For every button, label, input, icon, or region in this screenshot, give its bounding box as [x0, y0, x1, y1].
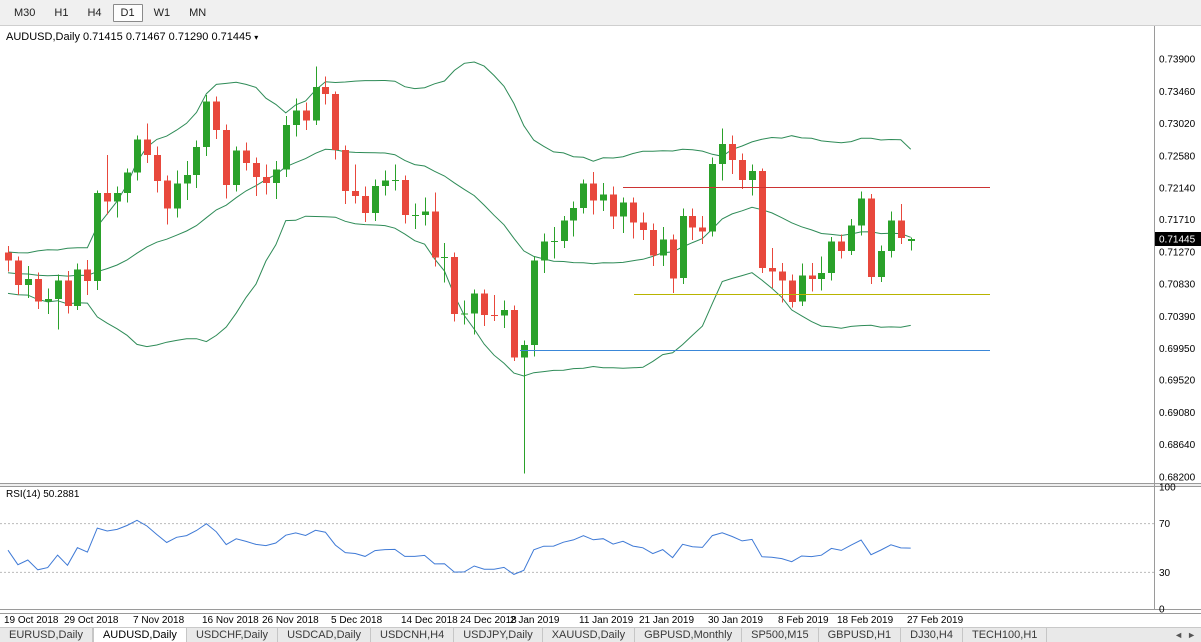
- chart-tab-tech100-h1[interactable]: TECH100,H1: [963, 628, 1048, 642]
- price-axis-label: 0.72580: [1159, 151, 1196, 162]
- date-axis-label: 26 Nov 2018: [262, 615, 319, 626]
- chart-tab-usdcad-daily[interactable]: USDCAD,Daily: [278, 628, 372, 642]
- trendlines-layer: [520, 186, 990, 352]
- chart-canvas[interactable]: 0.73900 0.73460 0.73020 0.72580 0.72140 0.717…: [0, 26, 1201, 614]
- price-axis-label: 0.73020: [1159, 119, 1196, 130]
- symbol-ohlc-text: AUDUSD,Daily 0.71415 0.71467 0.71290 0.7…: [6, 31, 252, 43]
- price-axis-label: 0.69080: [1159, 408, 1196, 419]
- bollinger-lower-line: [7, 215, 911, 377]
- chart-tab-eurusd-daily[interactable]: EURUSD,Daily: [0, 628, 93, 642]
- chart-tab-usdjpy-daily[interactable]: USDJPY,Daily: [454, 628, 543, 642]
- date-axis-label: 14 Dec 2018: [401, 615, 458, 626]
- price-axis-label: 0.69520: [1159, 376, 1196, 387]
- tab-scrollers: ◄ ►: [1169, 628, 1201, 642]
- candles-layer: [5, 66, 915, 474]
- chart-tab-dj30-h4[interactable]: DJ30,H4: [901, 628, 963, 642]
- rsi-axis-label: 0: [1159, 605, 1165, 615]
- rsi-axis-label: 70: [1159, 519, 1171, 530]
- dropdown-arrow-icon: ▾: [254, 33, 259, 42]
- bollinger-bands-layer: [7, 61, 912, 377]
- date-axis-label: 8 Feb 2019: [778, 615, 829, 626]
- rsi-axis-label: 100: [1159, 483, 1176, 494]
- chart-tab-gbpusd-h1[interactable]: GBPUSD,H1: [819, 628, 902, 642]
- chart-area[interactable]: 0.73900 0.73460 0.73020 0.72580 0.72140 0.717…: [0, 26, 1201, 614]
- date-axis-label: 16 Nov 2018: [202, 615, 259, 626]
- date-axis-label: 30 Jan 2019: [708, 615, 764, 626]
- bollinger-upper-line: [7, 61, 912, 254]
- tabs-scroll-right-icon[interactable]: ►: [1187, 630, 1196, 640]
- price-axis-label: 0.68640: [1159, 440, 1196, 451]
- date-axis[interactable]: 19 Oct 2018 29 Oct 2018 7 Nov 2018 16 Nov 2…: [0, 614, 1201, 628]
- price-axis-label: 0.73900: [1159, 55, 1196, 66]
- date-axis-label: 29 Oct 2018: [64, 615, 119, 626]
- timeframe-button-d1[interactable]: D1: [112, 3, 143, 22]
- timeframe-button-m30[interactable]: M30: [14, 6, 36, 19]
- price-axis-label: 0.73460: [1159, 87, 1196, 98]
- date-axis-label: 7 Nov 2018: [133, 615, 185, 626]
- tabs-scroll-left-icon[interactable]: ◄: [1174, 630, 1184, 640]
- date-axis-label: 19 Oct 2018: [4, 615, 59, 626]
- price-axis-label: 0.70390: [1159, 312, 1196, 323]
- price-axis-label: 0.71270: [1159, 247, 1196, 258]
- timeframe-button-mn[interactable]: MN: [189, 6, 207, 19]
- chart-tab-usdchf-daily[interactable]: USDCHF,Daily: [187, 628, 279, 642]
- chart-tab-audusd-daily[interactable]: AUDUSD,Daily: [92, 628, 187, 642]
- price-axis[interactable]: 0.73900 0.73460 0.73020 0.72580 0.72140 0.717…: [1154, 26, 1196, 615]
- rsi-indicator-label: RSI(14) 50.2881: [6, 489, 80, 500]
- rsi-line: [7, 519, 911, 575]
- chart-tab-usdcnh-h4[interactable]: USDCNH,H4: [371, 628, 455, 642]
- rsi-pane: [0, 519, 1154, 575]
- price-axis-label: 0.71710: [1159, 215, 1196, 226]
- timeframe-button-h4[interactable]: H4: [87, 6, 102, 19]
- price-axis-label: 0.72140: [1159, 184, 1196, 195]
- chart-tab-sp500-m15[interactable]: SP500,M15: [742, 628, 819, 642]
- date-axis-label: 27 Feb 2019: [907, 615, 964, 626]
- date-axis-label: 24 Dec 2018: [460, 615, 517, 626]
- date-axis-label: 11 Jan 2019: [579, 615, 634, 626]
- date-axis-label: 21 Jan 2019: [639, 615, 695, 626]
- chart-tab-xauusd-daily[interactable]: XAUUSD,Daily: [543, 628, 636, 642]
- timeframe-button-w1[interactable]: W1: [153, 6, 171, 19]
- date-axis-label: 2 Jan 2019: [510, 615, 560, 626]
- timeframe-toolbar: M30 H1 H4 D1 W1 MN: [0, 0, 1201, 26]
- rsi-axis-label: 30: [1159, 568, 1171, 579]
- date-axis-label: 18 Feb 2019: [837, 615, 894, 626]
- price-axis-label: 0.68200: [1159, 473, 1196, 484]
- price-axis-label: 0.69950: [1159, 344, 1196, 355]
- bollinger-middle-line: [7, 148, 911, 277]
- current-price-badge: 0.71445: [1155, 232, 1201, 246]
- chart-tab-gbpusd-monthly[interactable]: GBPUSD,Monthly: [635, 628, 743, 642]
- date-axis-label: 5 Dec 2018: [331, 615, 383, 626]
- timeframe-button-h1[interactable]: H1: [54, 6, 69, 19]
- symbol-ohlc-label: AUDUSD,Daily 0.71415 0.71467 0.71290 0.7…: [6, 31, 258, 43]
- current-price-text: 0.71445: [1159, 235, 1196, 246]
- symbol-tabbar: EURUSD,Daily AUDUSD,Daily USDCHF,Daily USDC…: [0, 628, 1201, 642]
- pane-splitter[interactable]: [0, 483, 1201, 610]
- price-axis-label: 0.70830: [1159, 280, 1196, 291]
